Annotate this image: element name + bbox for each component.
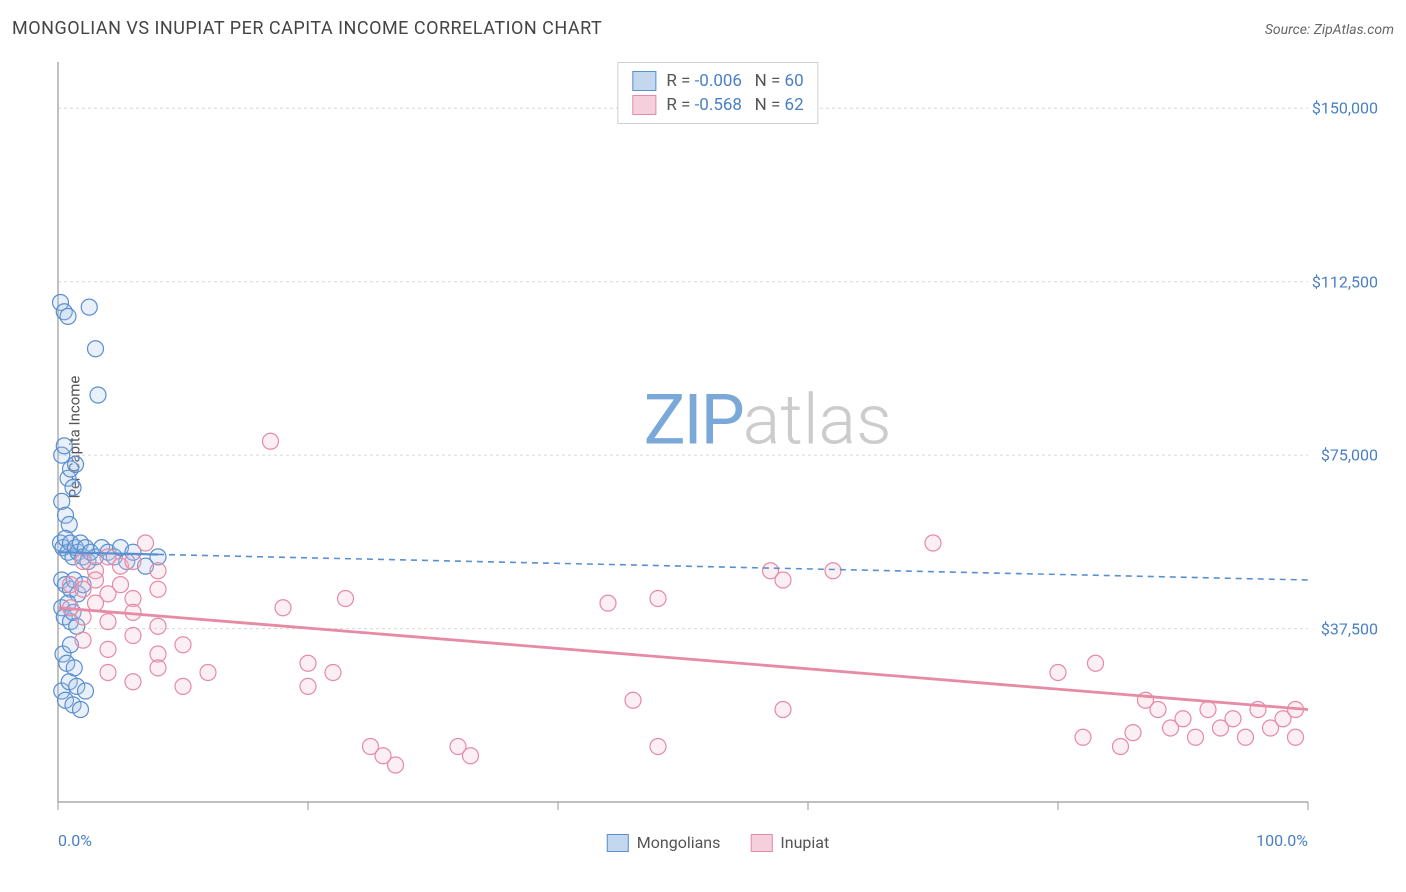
legend-item: Mongolians [607,833,721,852]
legend-label: Inupiat [780,833,829,852]
x-tick-label: 100.0% [1256,831,1308,850]
legend-swatch [607,834,629,852]
chart-title: MONGOLIAN VS INUPIAT PER CAPITA INCOME C… [12,18,602,39]
source-attribution: Source: ZipAtlas.com [1265,22,1394,38]
legend-item: Inupiat [750,833,829,852]
legend-swatch [750,834,772,852]
y-tick-label: $75,000 [1321,446,1378,465]
x-tick-label: 0.0% [58,831,92,850]
y-tick-label: $150,000 [1312,99,1378,118]
legend-swatch [632,95,656,115]
scatter-chart [48,52,1388,822]
chart-area: Per Capita Income ZIPatlas R = -0.006 N … [48,52,1388,822]
y-tick-label: $112,500 [1312,272,1378,291]
series-legend: Mongolians Inupiat [607,833,829,852]
stats-text: R = -0.568 N = 62 [666,95,803,115]
y-tick-label: $37,500 [1321,619,1378,638]
legend-swatch [632,71,656,91]
stats-text: R = -0.006 N = 60 [666,71,803,91]
legend-label: Mongolians [637,833,721,852]
stats-legend: R = -0.006 N = 60 R = -0.568 N = 62 [617,62,818,124]
chart-header: MONGOLIAN VS INUPIAT PER CAPITA INCOME C… [12,18,1394,39]
stats-legend-row: R = -0.568 N = 62 [632,93,803,117]
stats-legend-row: R = -0.006 N = 60 [632,69,803,93]
